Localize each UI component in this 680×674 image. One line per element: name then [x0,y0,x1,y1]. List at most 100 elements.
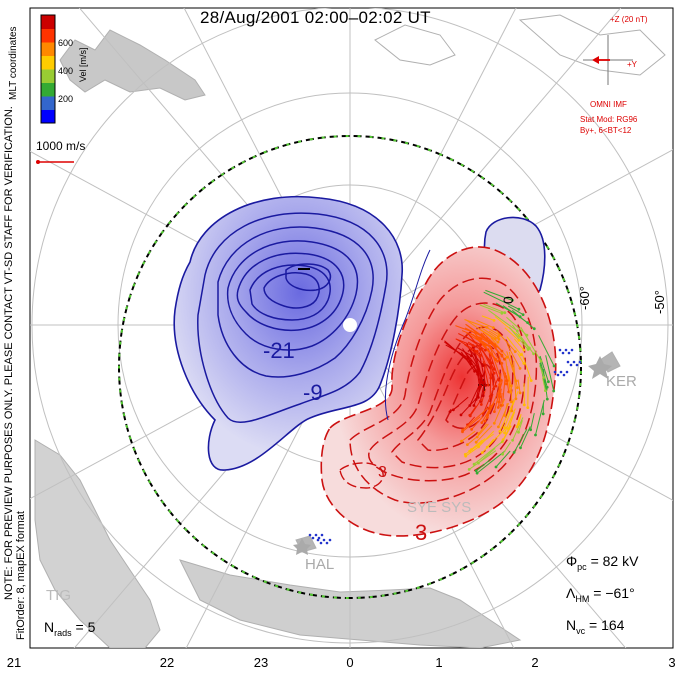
velocity-vector [471,439,483,450]
low-velocity-vector [556,373,560,377]
vector-origin-dot [484,348,487,352]
vector-origin-dot [469,359,472,363]
velocity-vector [478,336,490,344]
low-velocity-vector [567,351,571,355]
velocity-vector [520,326,542,362]
velocity-vector [490,337,508,358]
vector-origin-dot [469,362,473,366]
colorbar-segment [41,109,55,124]
vector-origin-dot [515,329,519,333]
vector-origin-dot [475,471,479,475]
vector-origin-dot [481,394,485,398]
velocity-vector [460,351,476,372]
velocity-vector [530,413,535,430]
velocity-vector [508,351,518,388]
velocity-vector [462,405,491,431]
vector-origin-dot [500,354,504,358]
convection-map [29,7,674,649]
low-velocity-vector [317,536,321,540]
vector-origin-dot [500,349,504,353]
vector-origin-dot [488,395,492,398]
colorbar-label: Vel [m/s] [78,47,88,82]
velocity-vector [475,459,490,472]
velocity-vector [468,450,497,470]
velocity-vector [473,383,483,406]
colorbar-segment [41,69,55,83]
vector-origin-dot [510,409,514,413]
vector-origin-dot [483,419,487,423]
velocity-vector [483,291,520,310]
velocity-vector [479,304,503,314]
velocity-vector [478,423,487,435]
vector-origin-dot [496,340,500,344]
velocity-vector [478,430,495,448]
vector-origin-dot [509,400,513,404]
contour-label: 3 [378,464,387,481]
velocity-vector [513,360,517,399]
imf-dial [583,35,633,85]
velocity-vector [542,377,546,391]
vector-origin-dot [493,337,497,341]
vector-origin-dot [509,390,512,394]
vector-origin-dot [532,352,535,356]
mlt-tick: 22 [159,655,175,670]
velocity-vector [463,344,481,357]
vector-origin-dot [517,422,520,426]
velocity-vector [482,332,503,352]
velocity-vector [488,353,497,387]
velocity-vector [535,399,545,436]
nrads-stat: Nrads = 5 [44,619,96,638]
fit-order-note: FitOrder: 8, mapEX format [15,511,27,640]
colorbar-frame [40,14,56,124]
velocity-vector [455,338,478,352]
imf-source: OMNI IMF [590,100,627,109]
velocity-vector [479,350,492,379]
vector-origin-dot [522,362,526,365]
velocity-vector [484,325,500,336]
vector-origin-dot [494,345,497,349]
velocity-vector [469,405,477,416]
vector-origin-dot [479,343,482,347]
vector-origin-dot [503,311,507,315]
velocity-vector [498,373,502,403]
vector-origin-dot [467,468,471,471]
colorbar-tick: 600 [58,38,74,48]
vector-origin-dot [511,438,514,442]
contour-label: -9 [303,380,323,405]
contour-label: 3 [415,520,428,545]
vector-origin-dot [512,451,516,454]
low-velocity-vector [325,541,329,545]
vector-origin-dot [461,428,464,432]
vector-origin-dot [513,350,517,353]
velocity-vector [545,355,555,392]
vector-origin-dot [518,391,522,395]
low-velocity-vector [569,363,573,367]
vector-origin-dot [486,383,490,387]
vector-origin-dot [491,326,495,329]
low-velocity-vector [570,348,574,352]
velocity-vector [470,350,484,366]
velocity-vector [481,315,495,321]
velocity-vector [461,430,476,442]
vector-origin-dot [496,406,500,409]
vector-origin-dot [464,454,468,458]
station-label-tig: TIG [46,587,71,604]
mlt-tick: 21 [6,655,22,670]
vector-origin-dot [514,397,518,401]
hm-boundary [118,135,582,599]
vector-origin-dot [448,410,452,414]
vector-origin-dot [503,431,506,435]
velocity-vector [483,303,505,314]
vector-origin-dot [471,344,475,348]
vector-origin-dot [497,335,500,338]
imf-y-label: +Y [627,60,638,69]
velocity-vector [506,336,522,356]
velocity-vector [539,365,545,378]
vector-origin-dot [552,389,556,393]
positive-cell [320,246,557,537]
low-velocity-vector [553,370,557,374]
vector-origin-dot [485,445,489,449]
low-velocity-vector [328,538,332,542]
vector-origin-dot [526,406,530,409]
velocity-vector [493,380,503,412]
